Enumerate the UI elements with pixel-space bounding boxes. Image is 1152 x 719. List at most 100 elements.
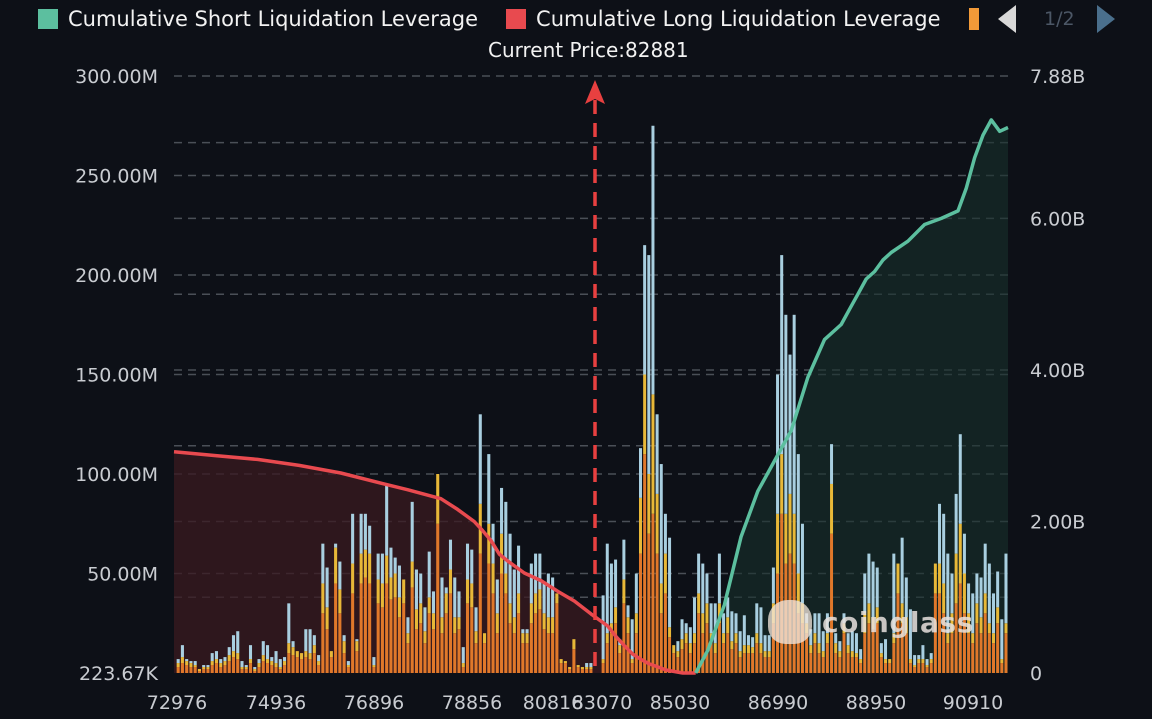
- bar-segment: [448, 539, 453, 570]
- bar-segment: [767, 657, 771, 673]
- bar-segment: [525, 643, 529, 673]
- bar-segment: [385, 583, 389, 673]
- bar-segment: [402, 579, 406, 604]
- bar-segment: [863, 613, 867, 634]
- bar-segment: [763, 651, 767, 658]
- bar-segment: [342, 641, 346, 654]
- bar-segment: [1004, 633, 1008, 673]
- bar-segment: [759, 643, 763, 654]
- bar-segment: [755, 603, 759, 634]
- bar-segment: [355, 651, 359, 673]
- bar-segment: [888, 663, 892, 673]
- right-axis-tick-label: 4.00B: [1030, 360, 1085, 382]
- bar-segment: [495, 613, 499, 634]
- bar-segment: [231, 657, 236, 673]
- bar-segment: [410, 501, 414, 562]
- bar-segment: [697, 593, 701, 614]
- bar-segment: [929, 663, 933, 673]
- bar-segment: [406, 643, 410, 673]
- bar-segment: [884, 659, 888, 664]
- bar-segment: [576, 665, 580, 668]
- bar-segment: [261, 661, 265, 673]
- bar-segment: [821, 631, 825, 652]
- bar-segment: [680, 639, 684, 650]
- bar-segment: [933, 593, 937, 673]
- bar-segment: [609, 633, 613, 673]
- bar-segment: [389, 577, 393, 600]
- bar-segment: [529, 563, 533, 604]
- bar-segment: [738, 631, 742, 652]
- bar-segment: [304, 651, 308, 658]
- bar-segment: [563, 663, 567, 673]
- bar-segment: [967, 633, 971, 673]
- bar-segment: [202, 669, 206, 673]
- bar-segment: [363, 513, 367, 550]
- bar-segment: [474, 607, 478, 632]
- bar-segment: [461, 667, 465, 673]
- bar-segment: [500, 573, 504, 673]
- bar-segment: [555, 593, 559, 604]
- legend: Cumulative Short Liquidation Leverage Cu…: [38, 4, 1007, 34]
- bar-segment: [942, 513, 946, 584]
- bar-segment: [495, 633, 499, 673]
- bar-segment: [921, 663, 925, 673]
- legend-item-bars[interactable]: [968, 8, 979, 30]
- bar-segment: [244, 665, 248, 668]
- bar-segment: [925, 667, 929, 673]
- bar-segment: [210, 665, 214, 673]
- bar-segment: [871, 561, 875, 618]
- bar-segment: [487, 523, 491, 564]
- bar-segment: [397, 565, 401, 598]
- left-axis: 223.67K 50.00M 100.00M 150.00M 200.00M 250.00…: [75, 66, 158, 685]
- bar-segment: [389, 599, 393, 673]
- bar-segment: [688, 653, 692, 673]
- bar-segment: [431, 629, 436, 673]
- bar-segment: [755, 633, 759, 644]
- bar-segment: [933, 563, 937, 594]
- watermark-text: coinglass: [822, 605, 974, 639]
- legend-label-short: Cumulative Short Liquidation Leverage: [68, 7, 479, 31]
- bar-segment: [504, 573, 508, 594]
- bar-segment: [470, 607, 474, 673]
- bar-segment: [546, 617, 550, 634]
- bar-segment: [938, 503, 942, 564]
- bar-segment: [900, 623, 904, 673]
- bar-segment: [879, 653, 883, 658]
- bar-segment: [414, 629, 418, 673]
- bar-segment: [227, 647, 231, 656]
- bar-segment: [809, 653, 813, 673]
- bar-segment: [440, 617, 444, 634]
- bar-segment: [825, 643, 829, 673]
- bar-segment: [414, 609, 418, 630]
- bar-segment: [329, 651, 333, 658]
- bar-segment: [722, 633, 726, 644]
- bar-segment: [214, 651, 218, 660]
- bar-segment: [717, 603, 721, 624]
- bar-segment: [372, 667, 376, 673]
- bar-segment: [372, 657, 376, 666]
- bar-segment: [614, 623, 618, 673]
- bar-segment: [376, 603, 380, 673]
- bar-segment: [444, 613, 448, 673]
- bar-segment: [813, 633, 817, 644]
- bar-segment: [759, 607, 763, 644]
- bar-segment: [942, 583, 946, 614]
- bar-segment: [261, 655, 265, 662]
- right-axis: 0 2.00B 4.00B 6.00B 7.88B: [1030, 66, 1085, 685]
- bar-segment: [751, 647, 755, 654]
- bar-segment: [647, 255, 651, 474]
- bar-segment: [859, 663, 863, 673]
- legend-item-long[interactable]: Cumulative Long Liquidation Leverage: [506, 7, 941, 31]
- bar-segment: [780, 454, 784, 514]
- bar-segment: [248, 659, 253, 664]
- bar-segment: [722, 643, 726, 673]
- bar-segment: [639, 553, 642, 673]
- bar-segment: [809, 645, 813, 654]
- bar-segment: [663, 513, 667, 554]
- bar-segment: [954, 493, 958, 554]
- bar-segment: [767, 651, 771, 658]
- legend-item-short[interactable]: Cumulative Short Liquidation Leverage: [38, 7, 478, 31]
- bar-segment: [487, 454, 491, 524]
- next-page-icon[interactable]: [1096, 5, 1115, 33]
- prev-page-icon[interactable]: [998, 5, 1016, 33]
